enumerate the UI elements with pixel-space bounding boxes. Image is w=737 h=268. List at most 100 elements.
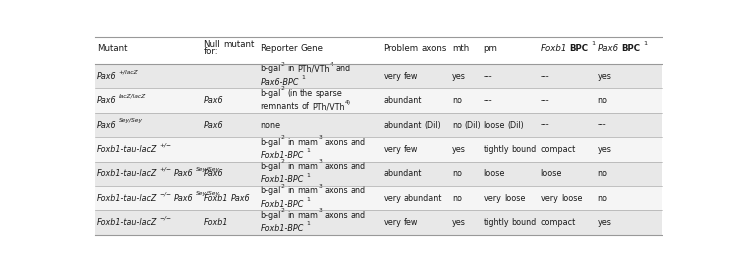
Text: axons: axons — [422, 44, 447, 53]
Text: mam: mam — [297, 186, 318, 195]
Text: abundant: abundant — [404, 193, 442, 203]
Text: bound: bound — [511, 145, 537, 154]
Text: +/−: +/− — [160, 167, 172, 172]
Text: loose: loose — [561, 193, 582, 203]
Text: 2: 2 — [281, 159, 285, 164]
Text: 1: 1 — [307, 197, 310, 202]
Text: axons: axons — [324, 162, 348, 171]
Text: mam: mam — [297, 162, 318, 171]
Text: Reporter: Reporter — [261, 44, 298, 53]
Text: BPC: BPC — [621, 44, 640, 53]
Text: abundant: abundant — [383, 121, 422, 129]
Text: loose: loose — [540, 169, 562, 178]
Text: Pax6: Pax6 — [231, 193, 250, 203]
Text: Foxb1-tau-lacZ: Foxb1-tau-lacZ — [97, 193, 157, 203]
Text: Foxb1-BPC: Foxb1-BPC — [261, 175, 304, 184]
Text: and: and — [336, 65, 351, 73]
Text: 2: 2 — [281, 86, 285, 91]
Text: Foxb1: Foxb1 — [203, 193, 228, 203]
Text: and: and — [351, 211, 366, 219]
Text: 2: 2 — [281, 135, 285, 140]
Text: 2: 2 — [281, 184, 285, 189]
Text: Sey/Sey: Sey/Sey — [196, 167, 220, 172]
Text: BPC: BPC — [570, 44, 589, 53]
Text: no: no — [452, 96, 462, 105]
Text: very: very — [540, 193, 559, 203]
Text: Pax6: Pax6 — [97, 72, 116, 81]
Text: Pax6: Pax6 — [97, 96, 116, 105]
Text: yes: yes — [598, 72, 612, 81]
Text: axons: axons — [324, 211, 348, 219]
Text: the: the — [300, 89, 313, 98]
Text: Pax6: Pax6 — [97, 121, 116, 129]
Text: 3: 3 — [318, 159, 322, 164]
Text: Foxb1-tau-lacZ: Foxb1-tau-lacZ — [97, 218, 157, 227]
Text: Pax6-BPC: Pax6-BPC — [261, 78, 299, 87]
Text: in: in — [287, 65, 295, 73]
Text: PTh/VTh: PTh/VTh — [297, 65, 329, 73]
Bar — [95, 186, 662, 210]
Text: and: and — [351, 162, 366, 171]
Text: yes: yes — [452, 72, 466, 81]
Text: Mutant: Mutant — [97, 44, 128, 53]
Text: Foxb1-BPC: Foxb1-BPC — [261, 151, 304, 160]
Text: 2: 2 — [281, 62, 285, 67]
Text: b-gal: b-gal — [261, 211, 281, 219]
Text: loose: loose — [483, 121, 505, 129]
Text: few: few — [404, 145, 418, 154]
Text: axons: axons — [324, 186, 348, 195]
Bar — [95, 137, 662, 162]
Text: Foxb1-BPC: Foxb1-BPC — [261, 200, 304, 209]
Text: ---: --- — [540, 96, 549, 105]
Text: (in: (in — [287, 89, 298, 98]
Text: Null: Null — [203, 40, 220, 49]
Text: no: no — [452, 193, 462, 203]
Text: (DiI): (DiI) — [425, 121, 441, 129]
Text: 1: 1 — [643, 41, 647, 46]
Text: compact: compact — [540, 218, 576, 227]
Text: mth: mth — [452, 44, 469, 53]
Bar — [95, 88, 662, 113]
Text: yes: yes — [598, 145, 612, 154]
Text: axons: axons — [324, 137, 348, 147]
Text: (DiI): (DiI) — [507, 121, 524, 129]
Text: mam: mam — [297, 137, 318, 147]
Text: mutant: mutant — [223, 40, 254, 49]
Text: b-gal: b-gal — [261, 89, 281, 98]
Text: very: very — [483, 193, 501, 203]
Text: Sey/Sey: Sey/Sey — [196, 191, 220, 196]
Text: Foxb1-BPC: Foxb1-BPC — [261, 224, 304, 233]
Text: PTh/VTh: PTh/VTh — [312, 102, 344, 111]
Text: +/lacZ: +/lacZ — [119, 69, 139, 74]
Text: no: no — [452, 121, 462, 129]
Text: bound: bound — [511, 218, 537, 227]
Text: Pax6: Pax6 — [598, 44, 619, 53]
Bar — [95, 113, 662, 137]
Text: no: no — [452, 169, 462, 178]
Text: Foxb1-tau-lacZ: Foxb1-tau-lacZ — [97, 145, 157, 154]
Text: b-gal: b-gal — [261, 137, 281, 147]
Text: and: and — [351, 137, 366, 147]
Text: Pax6: Pax6 — [174, 193, 194, 203]
Text: Foxb1-tau-lacZ: Foxb1-tau-lacZ — [97, 169, 157, 178]
Text: Pax6: Pax6 — [203, 121, 223, 129]
Text: in: in — [287, 162, 295, 171]
Text: few: few — [404, 72, 418, 81]
Text: b-gal: b-gal — [261, 162, 281, 171]
Text: Pax6: Pax6 — [174, 169, 194, 178]
Text: b-gal: b-gal — [261, 186, 281, 195]
Text: ---: --- — [598, 121, 607, 129]
Text: 2: 2 — [281, 208, 285, 213]
Text: sparse: sparse — [315, 89, 343, 98]
Text: in: in — [287, 186, 295, 195]
Text: 1: 1 — [307, 148, 310, 153]
Text: very: very — [383, 193, 402, 203]
Bar — [95, 210, 662, 234]
Text: 4): 4) — [344, 100, 351, 105]
Bar — [95, 37, 662, 64]
Text: 1: 1 — [591, 41, 595, 46]
Text: Foxb1: Foxb1 — [540, 44, 567, 53]
Text: abundant: abundant — [383, 169, 422, 178]
Text: 3: 3 — [318, 208, 322, 213]
Text: 1: 1 — [301, 75, 306, 80]
